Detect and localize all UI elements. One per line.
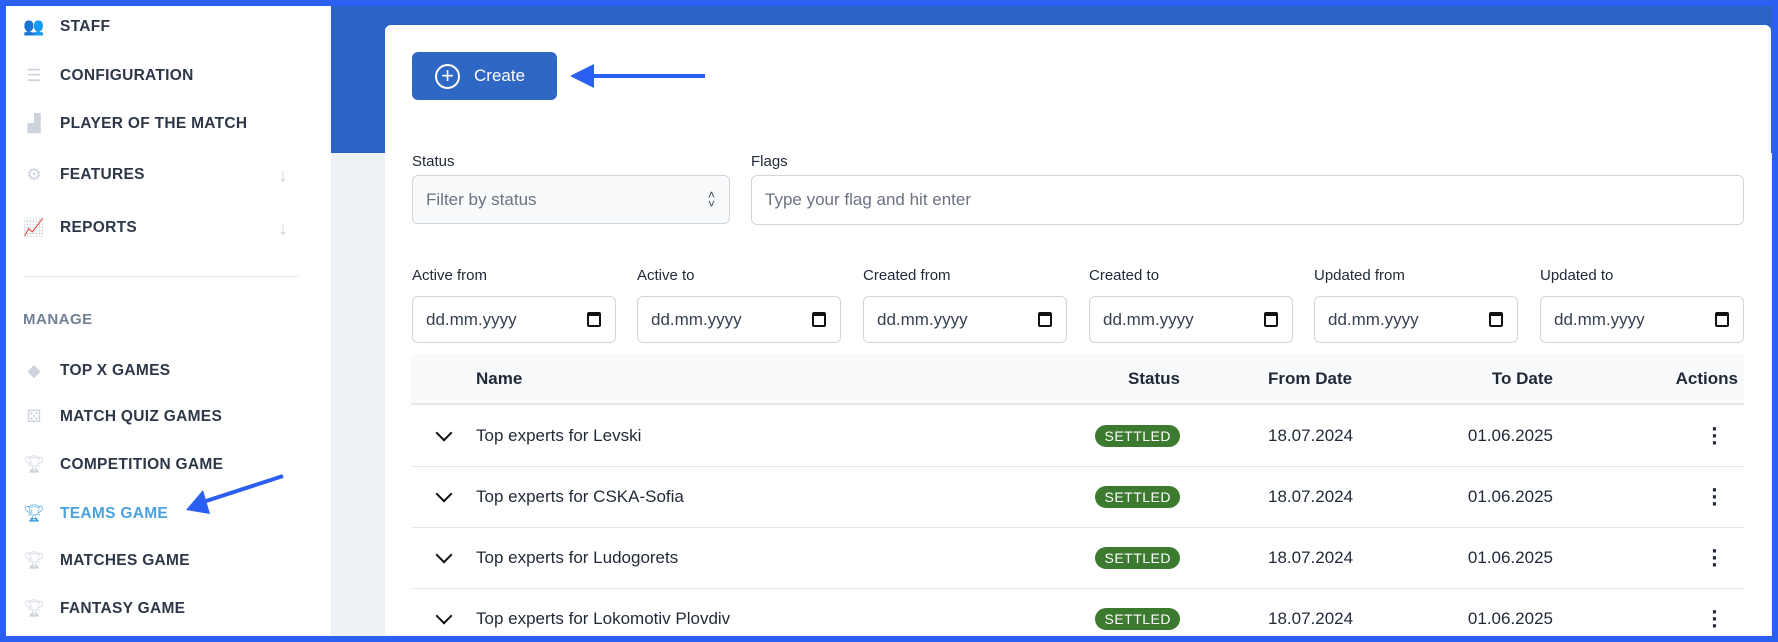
- status-select[interactable]: Filter by status ˄ ˅: [412, 175, 730, 224]
- sidebar-item-top-x-games[interactable]: ◆ TOP X GAMES: [23, 356, 170, 386]
- arrow-down-icon[interactable]: ↓: [278, 217, 288, 240]
- chevron-down-icon[interactable]: [435, 546, 453, 564]
- row-to-date: 01.06.2025: [1467, 487, 1553, 506]
- sidebar-item-fantasy-game[interactable]: 🏆︎ FANTASY GAME: [23, 599, 186, 618]
- row-name: Top experts for Levski: [476, 426, 642, 445]
- column-status[interactable]: Status: [1128, 368, 1180, 388]
- active-to-input[interactable]: dd.mm.yyyy: [637, 296, 841, 343]
- active-from-label: Active from: [412, 267, 488, 284]
- more-vertical-icon[interactable]: · · ·: [1711, 599, 1719, 636]
- sliders-icon: ☰: [26, 66, 42, 85]
- column-actions: Actions: [1675, 368, 1738, 388]
- trophy-icon: 🏆︎: [23, 551, 45, 570]
- more-vertical-icon[interactable]: · · ·: [1711, 416, 1719, 456]
- calendar-icon[interactable]: [587, 312, 601, 327]
- flags-label: Flags: [751, 153, 788, 170]
- sidebar-item-teams-game[interactable]: 🏆︎ TEAMS GAME: [23, 504, 169, 523]
- plus-circle-icon: +: [435, 63, 460, 89]
- row-name: Top experts for Lokomotiv Plovdiv: [476, 609, 731, 628]
- calendar-icon[interactable]: [1489, 312, 1503, 327]
- gem-icon: ◆: [27, 361, 41, 380]
- updated-from-label: Updated from: [1314, 267, 1405, 284]
- sidebar-item-matches-game[interactable]: 🏆︎ MATCHES GAME: [23, 551, 190, 570]
- created-to-input[interactable]: dd.mm.yyyy: [1089, 296, 1293, 343]
- table-row[interactable]: Top experts for Ludogorets SETTLED 18.07…: [411, 528, 1744, 589]
- dice-icon: ⚄: [26, 407, 42, 426]
- create-button[interactable]: + Create: [412, 52, 557, 100]
- sidebar-item-reports[interactable]: 📈 REPORTS: [23, 218, 138, 237]
- sidebar: 👥 STAFF ☰ CONFIGURATION ▟ PLAYER OF THE MAT…: [6, 6, 331, 636]
- calendar-icon[interactable]: [1715, 312, 1729, 327]
- calendar-icon[interactable]: [1038, 312, 1052, 327]
- row-from-date: 18.07.2024: [1268, 426, 1354, 445]
- gear-icon: ⚙: [26, 165, 42, 184]
- status-badge: SETTLED: [1095, 486, 1180, 508]
- column-to-date[interactable]: To Date: [1491, 368, 1553, 388]
- status-label: Status: [412, 153, 455, 170]
- row-name: Top experts for CSKA-Sofia: [476, 487, 684, 506]
- users-icon: 👥: [23, 17, 45, 36]
- table-header: Name Status From Date To Date Actions: [411, 354, 1744, 405]
- arrow-down-icon[interactable]: ↓: [278, 164, 288, 187]
- chevron-down-icon[interactable]: [435, 607, 453, 625]
- sidebar-item-staff[interactable]: 👥 STAFF: [23, 17, 111, 36]
- calendar-icon[interactable]: [812, 312, 826, 327]
- table-row[interactable]: Top experts for Levski SETTLED 18.07.202…: [411, 406, 1744, 467]
- status-badge: SETTLED: [1095, 608, 1180, 630]
- row-to-date: 01.06.2025: [1467, 426, 1553, 445]
- more-vertical-icon[interactable]: · · ·: [1711, 477, 1719, 517]
- chevron-up-down-icon: ˄ ˅: [707, 187, 715, 211]
- column-from-date[interactable]: From Date: [1268, 368, 1353, 388]
- sidebar-item-player-of-the-match[interactable]: ▟ PLAYER OF THE MATCH: [23, 109, 247, 139]
- updated-to-label: Updated to: [1540, 267, 1614, 284]
- sidebar-item-competition-game[interactable]: 🏆︎ COMPETITION GAME: [23, 455, 224, 474]
- row-from-date: 18.07.2024: [1268, 487, 1354, 506]
- calendar-icon[interactable]: [1264, 312, 1278, 327]
- created-from-label: Created from: [863, 267, 951, 284]
- sidebar-divider: [23, 276, 299, 277]
- more-vertical-icon[interactable]: · · ·: [1711, 538, 1719, 578]
- sidebar-item-configuration[interactable]: ☰ CONFIGURATION: [23, 61, 194, 91]
- updated-to-input[interactable]: dd.mm.yyyy: [1540, 296, 1744, 343]
- row-to-date: 01.06.2025: [1467, 609, 1553, 628]
- content-card: + Create Status Filter by status ˄ ˅ Flags …: [385, 25, 1771, 636]
- active-from-input[interactable]: dd.mm.yyyy: [412, 296, 616, 343]
- trophy-icon: 🏆︎: [23, 599, 45, 618]
- trophy-icon: 🏆︎: [23, 504, 45, 523]
- table-row[interactable]: Top experts for Lokomotiv Plovdiv SETTLE…: [411, 589, 1744, 636]
- section-title-manage: MANAGE: [23, 311, 93, 328]
- flags-input[interactable]: Type your flag and hit enter: [751, 175, 1744, 225]
- trophy-icon: 🏆︎: [23, 455, 45, 474]
- app-frame: 👥 STAFF ☰ CONFIGURATION ▟ PLAYER OF THE MAT…: [6, 6, 1772, 636]
- chart-line-icon: 📈: [23, 218, 45, 237]
- status-badge: SETTLED: [1095, 425, 1180, 447]
- row-from-date: 18.07.2024: [1268, 609, 1354, 628]
- podium-icon: ▟: [27, 114, 41, 133]
- created-from-input[interactable]: dd.mm.yyyy: [863, 296, 1067, 343]
- table-row[interactable]: Top experts for CSKA-Sofia SETTLED 18.07…: [411, 467, 1744, 528]
- column-name[interactable]: Name: [476, 368, 523, 388]
- row-name: Top experts for Ludogorets: [476, 548, 679, 567]
- status-badge: SETTLED: [1095, 547, 1180, 569]
- sidebar-item-features[interactable]: ⚙ FEATURES: [23, 160, 145, 190]
- sidebar-item-match-quiz-games[interactable]: ⚄ MATCH QUIZ GAMES: [23, 402, 222, 432]
- chevron-down-icon[interactable]: [435, 485, 453, 503]
- active-to-label: Active to: [637, 267, 695, 284]
- row-to-date: 01.06.2025: [1467, 548, 1553, 567]
- updated-from-input[interactable]: dd.mm.yyyy: [1314, 296, 1518, 343]
- created-to-label: Created to: [1089, 267, 1160, 284]
- chevron-down-icon[interactable]: [435, 424, 453, 442]
- row-from-date: 18.07.2024: [1268, 548, 1354, 567]
